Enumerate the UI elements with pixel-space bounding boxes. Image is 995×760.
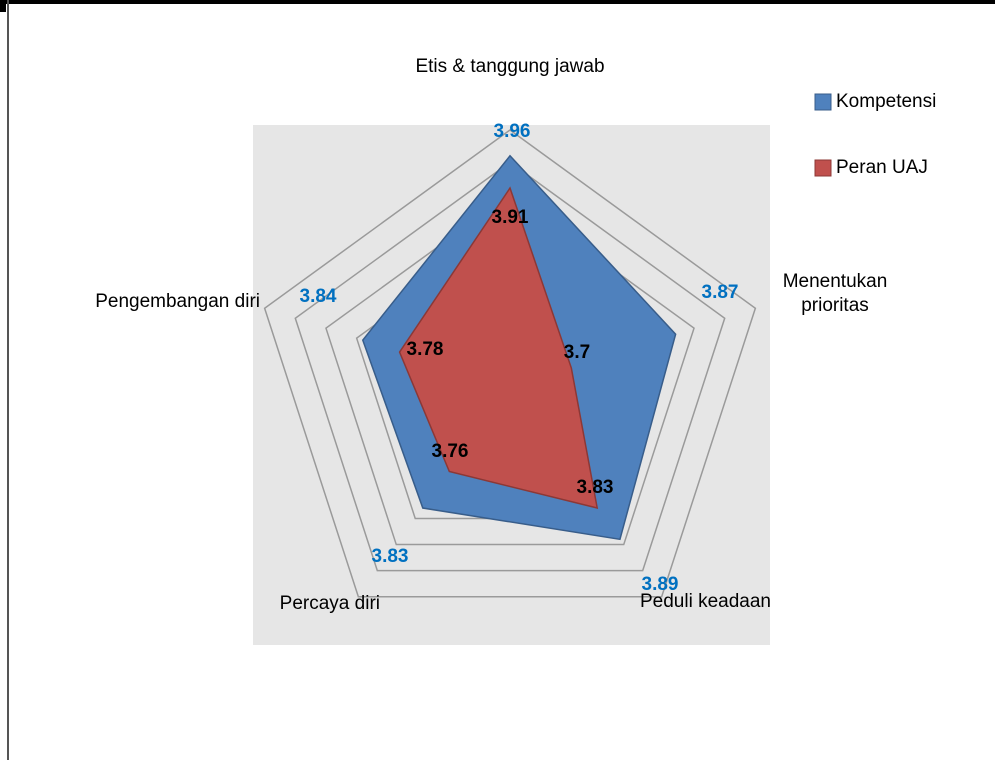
legend-swatch xyxy=(814,159,832,177)
data-label: 3.7 xyxy=(564,342,590,363)
frame-corner xyxy=(0,0,6,12)
grid-ring xyxy=(263,129,757,598)
data-label: 3.78 xyxy=(407,339,444,360)
legend-swatch xyxy=(814,93,832,111)
category-label: Percaya diri xyxy=(279,593,380,614)
category-label: Menentukan prioritas xyxy=(782,271,888,316)
data-label: 3.83 xyxy=(577,477,614,498)
legend-label: Kompetensi xyxy=(836,91,936,112)
data-label: 3.91 xyxy=(492,207,529,228)
radar-area xyxy=(398,186,599,510)
category-label: Pengembangan diri xyxy=(95,291,260,312)
data-label: 3.76 xyxy=(432,441,469,462)
category-label: Peduli keadaan xyxy=(640,591,771,612)
data-label: 3.84 xyxy=(300,286,337,307)
legend-label: Peran UAJ xyxy=(836,157,928,178)
data-label: 3.83 xyxy=(372,546,409,567)
data-label: 3.87 xyxy=(702,282,739,303)
frame-top xyxy=(0,0,995,4)
grid-ring xyxy=(294,161,726,572)
category-label: Etis & tanggung jawab xyxy=(415,56,605,77)
data-label: 3.96 xyxy=(494,121,531,142)
grid-ring xyxy=(325,193,695,546)
data-label: 3.89 xyxy=(642,574,679,595)
